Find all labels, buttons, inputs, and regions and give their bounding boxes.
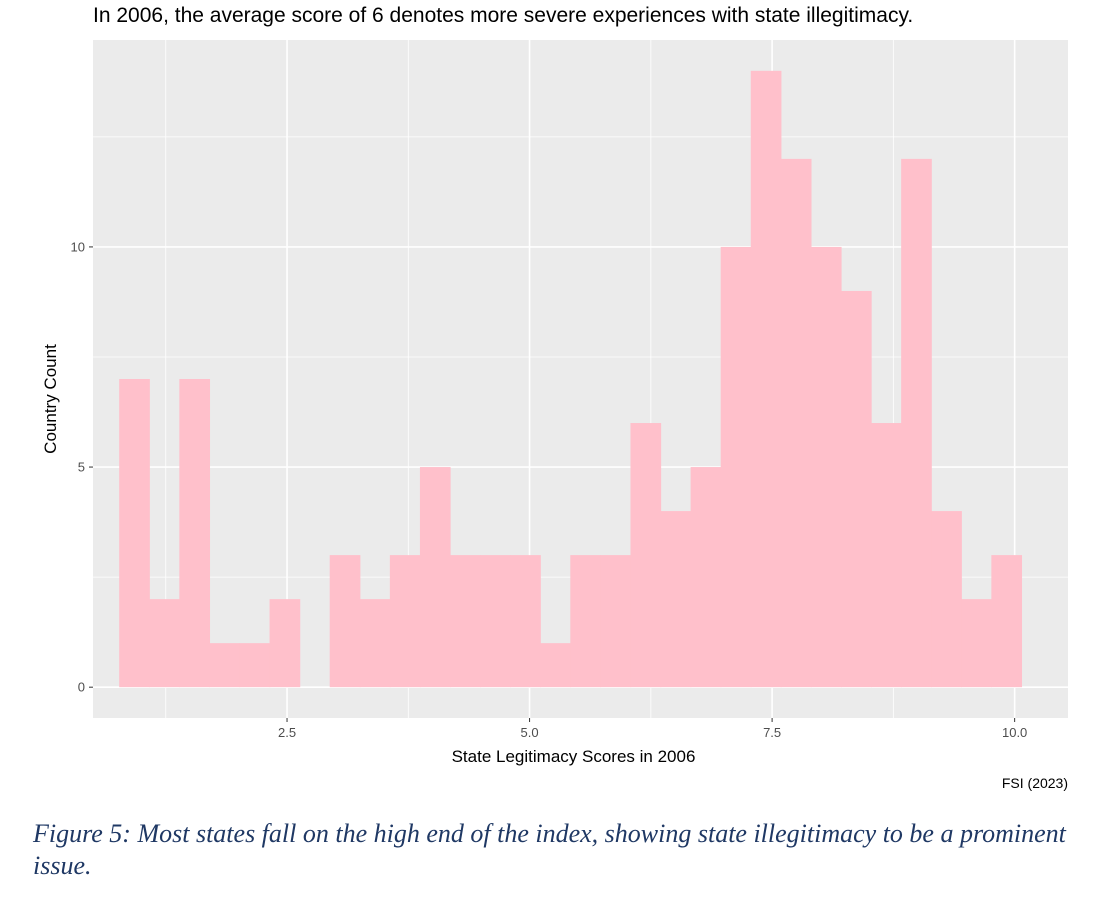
histogram-bar	[901, 158, 932, 688]
histogram-bar	[630, 423, 662, 688]
histogram-chart: 2.5 5.0 7.5 10.0 0 5 10 State Legitimacy Scor…	[41, 40, 1068, 766]
y-tick-label: 5	[78, 460, 85, 475]
histogram-bar	[690, 467, 722, 688]
chart-title: In 2006, the average score of 6 denotes …	[93, 4, 914, 27]
histogram-bar	[119, 379, 150, 688]
histogram-bar	[840, 290, 872, 688]
histogram-bar	[419, 467, 451, 688]
histogram-bar	[750, 70, 782, 688]
histogram-bar	[329, 555, 361, 688]
histogram-bar	[389, 555, 421, 688]
histogram-bar	[660, 511, 692, 688]
y-tick-label: 0	[78, 680, 85, 695]
histogram-bars	[119, 70, 1023, 688]
histogram-bar	[961, 599, 992, 688]
histogram-bar	[720, 246, 752, 688]
histogram-bar	[179, 379, 211, 688]
histogram-bar	[480, 555, 511, 688]
histogram-bar	[871, 423, 902, 688]
histogram-bar	[450, 555, 481, 688]
histogram-bar	[991, 555, 1023, 688]
figure-caption: Figure 5: Most states fall on the high e…	[33, 819, 1066, 880]
y-axis-title: Country Count	[41, 344, 60, 454]
y-axis: 0 5 10	[71, 239, 93, 695]
histogram-bar	[359, 599, 391, 688]
x-axis-title: State Legitimacy Scores in 2006	[452, 747, 696, 766]
y-tick-label: 10	[71, 239, 85, 254]
histogram-bar	[931, 511, 962, 688]
x-tick-label: 2.5	[278, 725, 296, 740]
x-axis: 2.5 5.0 7.5 10.0	[278, 718, 1027, 740]
histogram-bar	[810, 246, 842, 688]
source-caption: FSI (2023)	[1001, 775, 1068, 791]
histogram-bar	[600, 555, 632, 688]
histogram-bar	[269, 599, 301, 688]
histogram-bar	[570, 555, 601, 688]
histogram-bar	[209, 643, 241, 688]
x-tick-label: 7.5	[763, 725, 781, 740]
x-tick-label: 10.0	[1002, 725, 1027, 740]
histogram-bar	[780, 158, 812, 688]
histogram-bar	[149, 599, 180, 688]
histogram-bar	[510, 555, 541, 688]
histogram-bar	[239, 643, 271, 688]
histogram-bar	[540, 643, 571, 688]
x-tick-label: 5.0	[521, 725, 539, 740]
